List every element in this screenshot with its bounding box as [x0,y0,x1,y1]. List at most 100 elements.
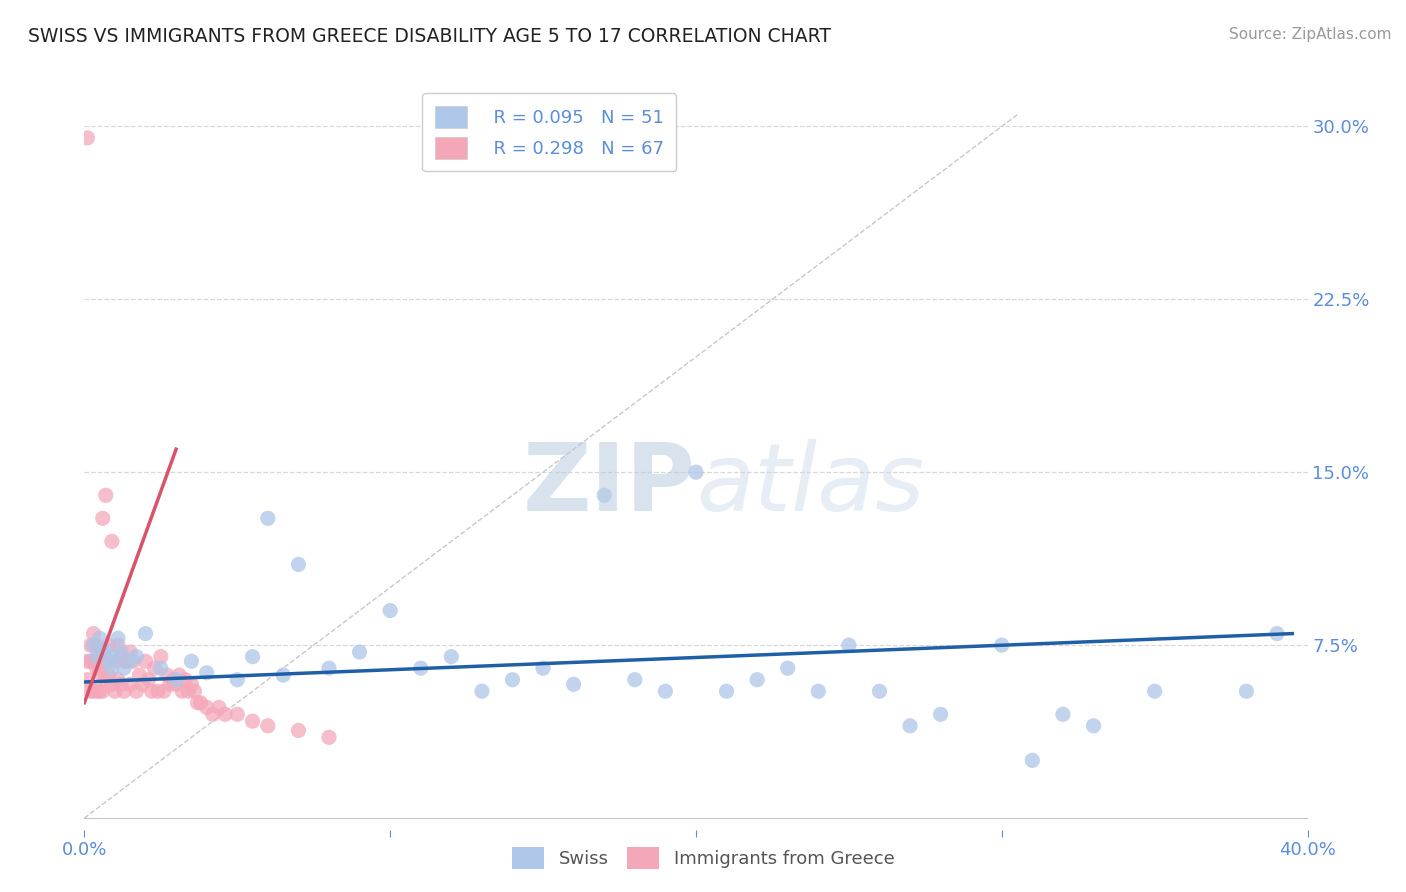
Point [79,654,101,668]
Point [318,661,340,675]
Point [143,661,166,675]
Point [112,661,135,675]
Point [349,645,371,659]
Point [104,654,127,668]
Point [94,488,117,502]
Point [97,638,120,652]
Legend: Swiss, Immigrants from Greece: Swiss, Immigrants from Greece [502,838,904,879]
Point [1052,707,1074,722]
Point [195,700,218,714]
Point [747,673,769,687]
Point [91,645,114,659]
Point [112,684,135,698]
Point [86,661,108,675]
Point [172,684,194,698]
Legend:   R = 0.095   N = 51,   R = 0.298   N = 67: R = 0.095 N = 51, R = 0.298 N = 67 [422,93,676,171]
Point [991,638,1014,652]
Point [76,131,98,145]
Point [76,654,98,668]
Point [156,668,179,682]
Point [107,631,129,645]
Point [380,603,402,617]
Point [101,661,124,675]
Point [177,684,200,698]
Point [257,719,280,733]
Point [165,673,187,687]
Point [83,654,105,668]
Point [97,654,120,668]
Point [115,654,138,668]
Point [1021,753,1043,767]
Point [502,673,524,687]
Point [131,677,153,691]
Point [716,684,738,698]
Text: ZIP: ZIP [523,439,696,531]
Point [593,488,616,502]
Point [1265,626,1288,640]
Point [104,649,127,664]
Point [214,707,236,722]
Point [107,673,129,687]
Point [110,649,132,664]
Point [91,511,114,525]
Point [685,465,707,479]
Point [91,684,114,698]
Point [1236,684,1258,698]
Point [138,673,160,687]
Point [180,677,202,691]
Point [94,673,117,687]
Point [208,700,231,714]
Point [97,668,120,682]
Point [125,684,148,698]
Point [149,649,172,664]
Point [107,638,129,652]
Point [149,661,172,675]
Point [190,696,212,710]
Point [76,673,98,687]
Point [1143,684,1166,698]
Point [128,668,150,682]
Point [86,684,108,698]
Point [94,642,117,657]
Point [120,645,142,659]
Point [1083,719,1105,733]
Point [86,638,108,652]
Point [242,649,264,664]
Point [174,673,197,687]
Point [624,673,647,687]
Point [186,696,208,710]
Point [83,638,105,652]
Point [562,677,585,691]
Point [110,645,132,659]
Point [287,723,309,738]
Point [146,684,169,698]
Point [287,558,309,572]
Point [120,654,142,668]
Point [180,654,202,668]
Point [167,668,190,682]
Point [91,654,114,668]
Point [101,677,124,691]
Point [135,654,157,668]
Point [104,684,127,698]
Point [86,649,108,664]
Text: SWISS VS IMMIGRANTS FROM GREECE DISABILITY AGE 5 TO 17 CORRELATION CHART: SWISS VS IMMIGRANTS FROM GREECE DISABILI… [28,27,831,45]
Point [89,631,111,645]
Point [838,638,860,652]
Point [79,684,101,698]
Point [83,626,105,640]
Point [79,638,101,652]
Point [257,511,280,525]
Point [89,684,111,698]
Point [898,719,921,733]
Point [89,649,111,664]
Point [201,707,224,722]
Text: atlas: atlas [696,440,924,531]
Text: Source: ZipAtlas.com: Source: ZipAtlas.com [1229,27,1392,42]
Point [125,649,148,664]
Point [101,534,124,549]
Point [318,731,340,745]
Point [409,661,432,675]
Point [165,677,187,691]
Point [162,673,184,687]
